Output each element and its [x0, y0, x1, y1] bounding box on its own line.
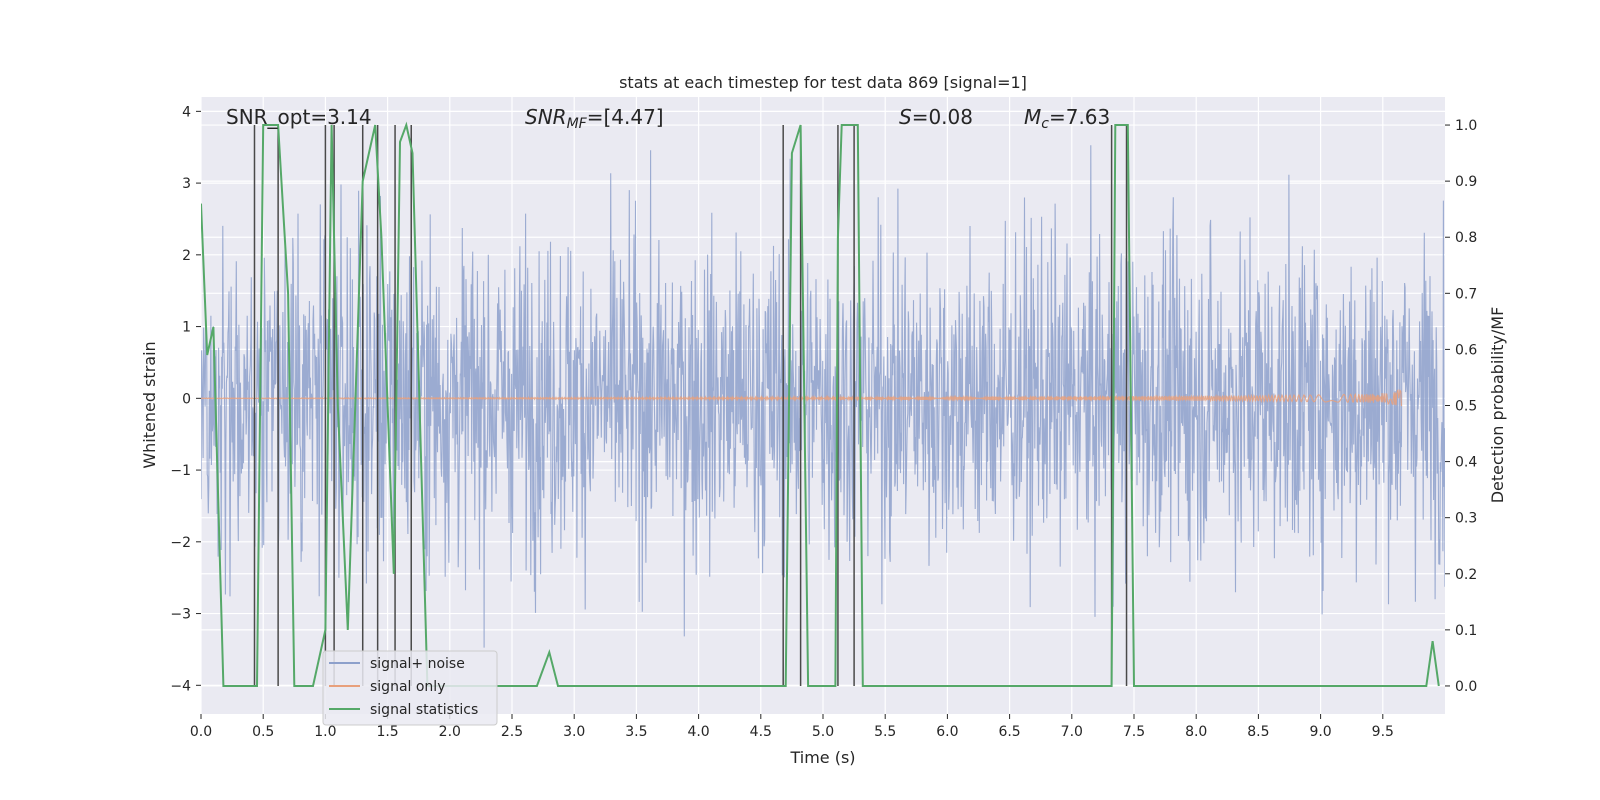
- x-tick-label: 0.0: [190, 724, 212, 740]
- x-tick-label: 3.5: [625, 724, 647, 740]
- x-tick-label: 3.0: [563, 724, 585, 740]
- x-tick-label: 6.0: [936, 724, 958, 740]
- legend-box: [322, 650, 498, 726]
- y-right-tick-label: 0.9: [1455, 174, 1477, 190]
- legend-label-signal-noise: signal+ noise: [370, 656, 465, 672]
- x-tick-label: 4.5: [750, 724, 772, 740]
- x-tick-label: 5.0: [812, 724, 834, 740]
- y-right-tick-label: 0.8: [1455, 230, 1477, 246]
- x-tick-label: 7.0: [1061, 724, 1083, 740]
- y-right-tick-label: 0.4: [1455, 455, 1477, 471]
- y-right-tick-label: 0.3: [1455, 511, 1477, 527]
- y-axis-left-label: Whitened strain: [140, 341, 159, 468]
- y-left-tick-label: 3: [182, 176, 191, 192]
- annotation-snr-opt: SNR_opt=3.14: [226, 105, 372, 129]
- y-right-tick-label: 0.5: [1455, 399, 1477, 415]
- x-tick-label: 9.5: [1372, 724, 1394, 740]
- y-axis-right-label: Detection probability/MF: [1488, 307, 1507, 504]
- y-right-tick-label: 0.2: [1455, 567, 1477, 583]
- y-left-tick-label: 0: [182, 391, 191, 407]
- y-left-tick-label: −1: [170, 463, 191, 479]
- annotation-s: S=0.08: [899, 105, 973, 129]
- x-tick-label: 1.0: [314, 724, 336, 740]
- y-right-tick-label: 1.0: [1455, 118, 1477, 134]
- y-left-tick-label: −4: [170, 678, 191, 694]
- y-axis-left-ticks: −4 −3 −2 −1 0 1 2 3 4: [170, 104, 201, 694]
- y-right-tick-label: 0.7: [1455, 286, 1477, 302]
- annotation-snr-mf: SNRMF=[4.47]: [525, 105, 664, 132]
- y-left-tick-label: 2: [182, 248, 191, 264]
- y-left-tick-label: 4: [182, 104, 191, 120]
- legend-label-signal-only: signal only: [370, 679, 445, 695]
- x-tick-label: 2.0: [439, 724, 461, 740]
- x-tick-label: 8.0: [1185, 724, 1207, 740]
- x-axis-ticks: 0.0 0.5 1.0 1.5 2.0 2.5 3.0 3.5 4.0 4.5 5.0 5.5 6.0 6…: [190, 714, 1394, 740]
- y-right-tick-label: 0.0: [1455, 679, 1477, 695]
- y-right-tick-label: 0.6: [1455, 342, 1477, 358]
- y-left-tick-label: −2: [170, 535, 191, 551]
- legend-label-statistics: signal statistics: [370, 702, 478, 718]
- x-tick-label: 5.5: [874, 724, 896, 740]
- x-tick-label: 0.5: [252, 724, 274, 740]
- y-axis-right-ticks: 0.0 0.1 0.2 0.3 0.4 0.5 0.6 0.7 0.8 0.9 1.0: [1445, 118, 1477, 695]
- signal-statistics-series: [201, 121, 1440, 687]
- y-right-tick-label: 0.1: [1455, 623, 1477, 639]
- legend: signal+ noise signal only signal statist…: [322, 650, 498, 726]
- x-tick-label: 7.5: [1123, 724, 1145, 740]
- annotation-mc: Mc=7.63: [1024, 105, 1110, 132]
- signal-statistics-line: [201, 121, 1440, 687]
- x-tick-label: 6.5: [998, 724, 1020, 740]
- y-left-tick-label: −3: [170, 607, 191, 623]
- x-tick-label: 4.0: [687, 724, 709, 740]
- x-tick-label: 9.0: [1309, 724, 1331, 740]
- chart-title: stats at each timestep for test data 869…: [619, 73, 1027, 92]
- x-tick-label: 8.5: [1247, 724, 1269, 740]
- y-left-tick-label: 1: [182, 320, 191, 336]
- marker-lines: [253, 125, 1128, 686]
- x-tick-label: 1.5: [376, 724, 398, 740]
- x-tick-label: 2.5: [501, 724, 523, 740]
- x-axis-label: Time (s): [789, 748, 855, 767]
